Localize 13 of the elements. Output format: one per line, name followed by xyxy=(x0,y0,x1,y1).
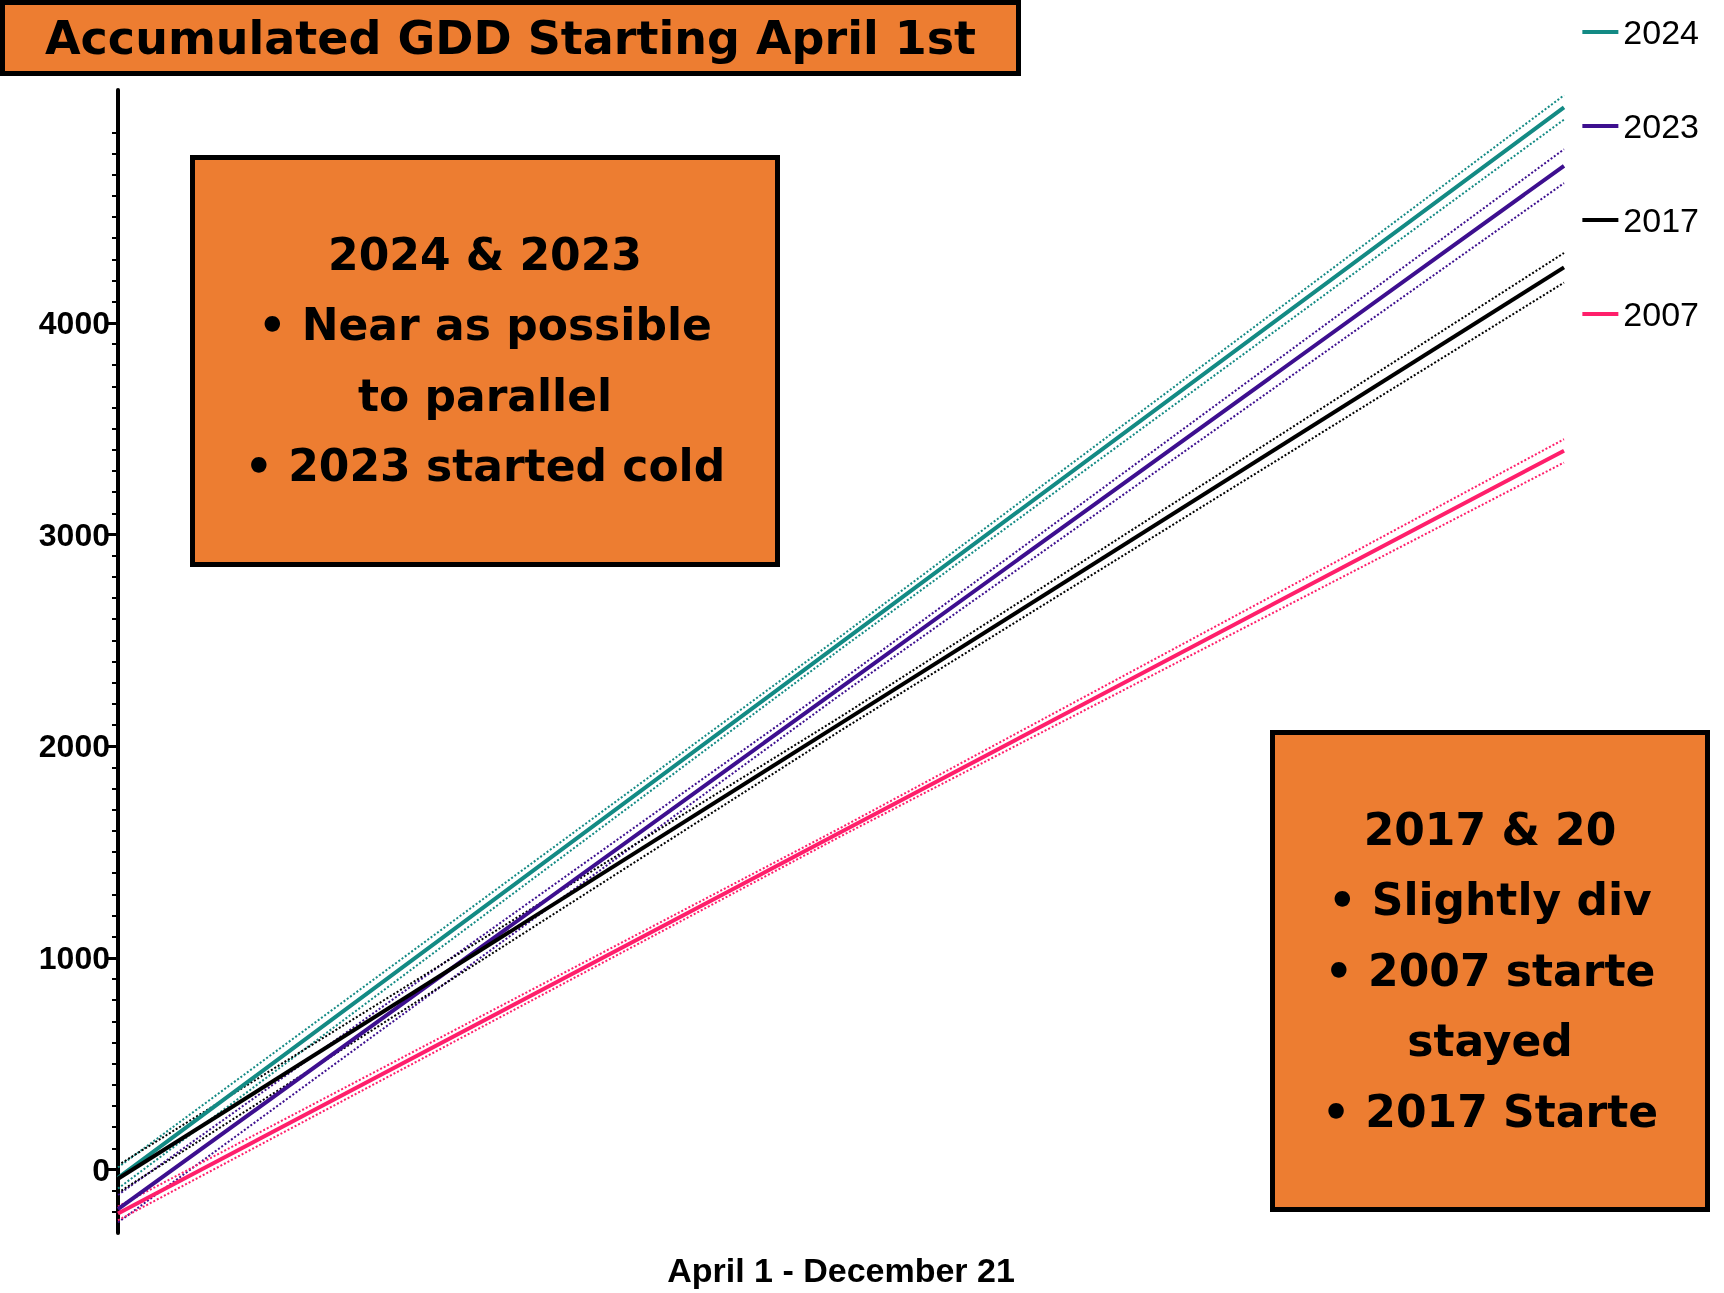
legend-label: 2017 xyxy=(1623,201,1699,239)
y-tick-label: 1000 xyxy=(38,939,110,976)
chart-title: Accumulated GDD Starting April 1st xyxy=(0,0,1022,76)
y-tick-label: 3000 xyxy=(38,516,110,553)
y-tick-label: 4000 xyxy=(38,304,110,341)
legend-label: 2023 xyxy=(1623,107,1699,145)
legend-label: 2024 xyxy=(1623,13,1699,51)
x-axis-title: April 1 - December 21 xyxy=(667,1251,1015,1289)
note-box: 2017 & 20 • Slightly div • 2007 starte stayed • 2017 Starte xyxy=(1270,730,1710,1212)
y-tick-label: 2000 xyxy=(38,728,110,765)
note-box: 2024 & 2023 • Near as possible to parallel • 2023 started cold xyxy=(190,155,780,567)
y-tick-label: 0 xyxy=(92,1151,110,1188)
legend-label: 2007 xyxy=(1623,295,1699,333)
